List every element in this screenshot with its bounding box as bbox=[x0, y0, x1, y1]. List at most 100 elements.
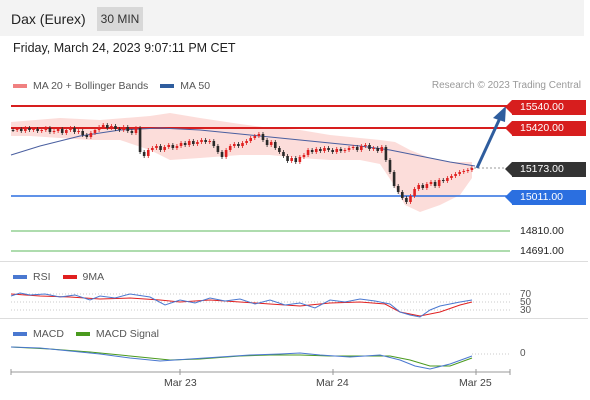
candle-body bbox=[282, 152, 285, 156]
candle-body bbox=[134, 128, 138, 133]
ma50-label: MA 50 bbox=[180, 80, 211, 92]
candle-body bbox=[65, 130, 68, 133]
candle-body bbox=[208, 141, 212, 142]
rsi-level-30: 30 bbox=[520, 305, 532, 316]
candle-body bbox=[290, 158, 293, 161]
forecast-arrow bbox=[475, 106, 506, 169]
candle-body bbox=[302, 155, 306, 157]
candle-body bbox=[294, 158, 298, 162]
panel-divider bbox=[0, 318, 588, 319]
candle-body bbox=[155, 146, 158, 148]
candle-body bbox=[441, 180, 445, 181]
macd-legend: MACD MACD Signal bbox=[13, 328, 171, 340]
rsi-level-50: 50 bbox=[520, 297, 532, 308]
candle-body bbox=[241, 143, 244, 146]
resistance-2-tag: 15540.00 bbox=[505, 100, 586, 115]
candle-body bbox=[331, 150, 334, 152]
candle-body bbox=[171, 145, 175, 148]
bollinger-fill bbox=[11, 113, 472, 212]
candle-body bbox=[179, 143, 183, 146]
candle-body bbox=[44, 128, 48, 130]
candle-body bbox=[105, 125, 109, 128]
candle-body bbox=[425, 184, 429, 188]
candle-body bbox=[146, 150, 150, 156]
candle-body bbox=[298, 157, 302, 162]
candle-body bbox=[323, 148, 326, 151]
candle-body bbox=[462, 171, 466, 172]
candle-body bbox=[413, 189, 416, 196]
candle-body bbox=[314, 149, 318, 152]
candle-body bbox=[388, 160, 392, 172]
candle-body bbox=[421, 185, 425, 188]
x-tick-mar-25: Mar 25 bbox=[459, 377, 492, 389]
rsi-line bbox=[10, 292, 473, 318]
support-1-label: 14810.00 bbox=[520, 225, 564, 237]
candle-body bbox=[233, 144, 236, 146]
candle-body bbox=[364, 145, 367, 146]
candle-body bbox=[253, 136, 257, 138]
candle-body bbox=[159, 146, 162, 150]
candle-body bbox=[372, 148, 375, 149]
rsi-9ma-label: 9MA bbox=[82, 271, 105, 283]
candle-body bbox=[396, 186, 400, 192]
candle-body bbox=[101, 125, 105, 127]
candle-body bbox=[192, 141, 195, 144]
candle-body bbox=[237, 144, 240, 146]
panel-divider bbox=[0, 261, 588, 262]
candlesticks bbox=[11, 123, 474, 204]
timeframe-button[interactable]: 30 MIN bbox=[97, 7, 143, 31]
ma20-bollinger-label: MA 20 + Bollinger Bands bbox=[33, 80, 149, 92]
candle-body bbox=[19, 129, 23, 131]
resistance-1-tag: 15420.00 bbox=[505, 121, 586, 136]
macd-panel bbox=[10, 346, 510, 370]
candle-body bbox=[433, 182, 437, 186]
arrow-shaft bbox=[475, 117, 502, 169]
candle-body bbox=[138, 128, 142, 152]
candle-body bbox=[85, 135, 89, 137]
candle-body bbox=[405, 198, 408, 202]
candle-body bbox=[310, 150, 314, 152]
price-level-lines bbox=[11, 105, 510, 252]
candle-body bbox=[183, 143, 187, 145]
copyright-text: Research © 2023 Trading Central bbox=[431, 80, 581, 91]
candle-body bbox=[220, 152, 224, 157]
candle-body bbox=[437, 180, 441, 186]
candle-body bbox=[89, 133, 93, 137]
candle-body bbox=[343, 150, 347, 151]
candle-body bbox=[110, 126, 113, 128]
candle-body bbox=[11, 130, 15, 131]
instrument-title: Dax (Eurex) bbox=[11, 11, 86, 27]
pivot-tag: 15011.00 bbox=[505, 190, 586, 205]
candle-body bbox=[24, 128, 27, 131]
x-axis bbox=[10, 369, 511, 375]
ma20-bollinger-swatch bbox=[13, 84, 27, 88]
candle-body bbox=[60, 129, 64, 133]
candle-body bbox=[409, 196, 412, 202]
candle-body bbox=[77, 131, 80, 132]
chart-header: Dax (Eurex) 30 MIN bbox=[0, 0, 584, 36]
support-2-label: 14691.00 bbox=[520, 245, 564, 257]
candle-body bbox=[355, 147, 359, 150]
main-legend: MA 20 + Bollinger Bands MA 50 bbox=[13, 80, 222, 92]
candle-body bbox=[257, 134, 261, 136]
candle-body bbox=[204, 140, 207, 142]
candle-body bbox=[376, 148, 380, 151]
x-tick-mar-24: Mar 24 bbox=[316, 377, 349, 389]
candle-body bbox=[56, 129, 60, 131]
candle-body bbox=[466, 170, 470, 171]
candle-body bbox=[392, 172, 396, 186]
candle-body bbox=[167, 145, 171, 147]
candle-body bbox=[278, 148, 281, 152]
candle-body bbox=[306, 150, 310, 155]
candle-body bbox=[122, 127, 125, 130]
candle-body bbox=[351, 147, 355, 148]
rsi-9ma-swatch bbox=[62, 275, 77, 279]
candle-body bbox=[36, 129, 39, 131]
candle-body bbox=[454, 174, 457, 176]
candle-body bbox=[93, 130, 97, 133]
candle-body bbox=[73, 128, 76, 132]
candle-body bbox=[360, 146, 363, 150]
candle-body bbox=[228, 146, 232, 150]
candle-body bbox=[400, 192, 404, 198]
